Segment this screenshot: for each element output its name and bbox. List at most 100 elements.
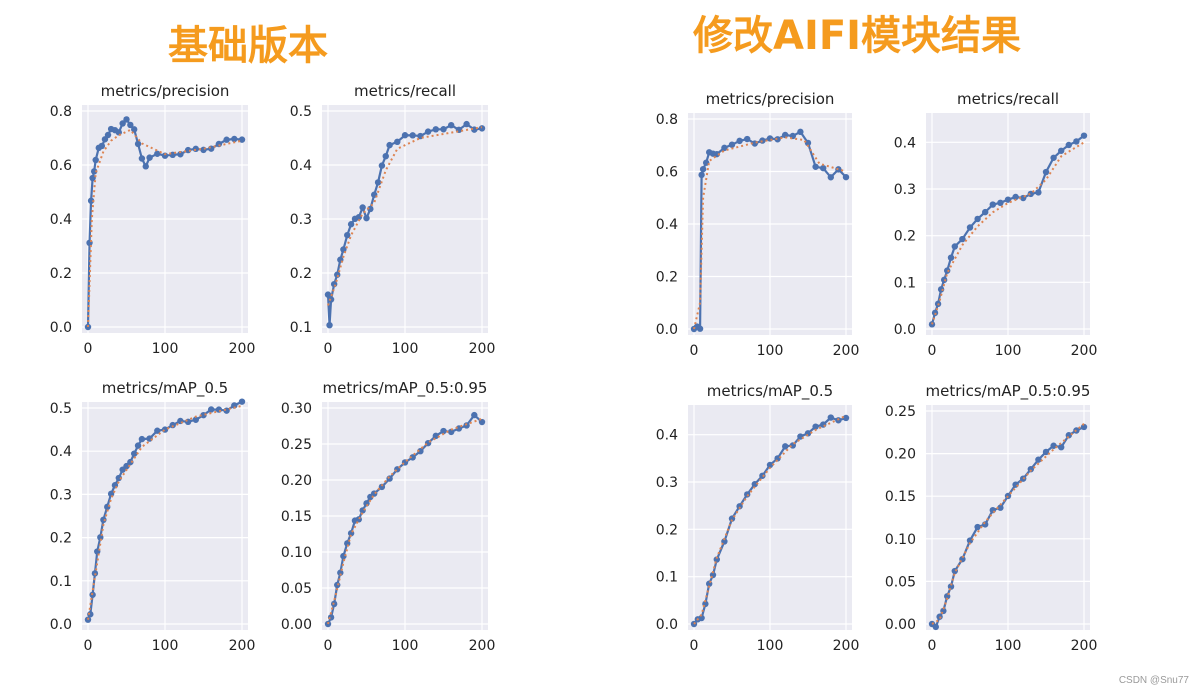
- y-tick-label: 0.0: [50, 617, 72, 633]
- data-point: [835, 166, 842, 173]
- data-point: [1073, 138, 1080, 145]
- data-point: [1042, 448, 1050, 456]
- data-point: [123, 462, 130, 470]
- y-tick-label: 0.15: [885, 489, 916, 505]
- data-point: [997, 199, 1004, 207]
- data-point: [812, 423, 819, 430]
- data-point: [409, 454, 416, 461]
- x-tick-label: 200: [833, 638, 860, 654]
- y-tick-label: 0.30: [281, 401, 312, 417]
- x-tick-label: 0: [928, 343, 937, 359]
- data-point: [728, 141, 736, 148]
- data-point: [478, 125, 486, 132]
- plot-title: metrics/mAP_0.5:0.95: [926, 382, 1091, 401]
- data-point: [1065, 141, 1073, 149]
- data-point: [936, 613, 943, 620]
- y-tick-label: 0.4: [290, 158, 312, 174]
- data-point: [448, 428, 455, 436]
- y-tick-label: 0.1: [656, 570, 678, 586]
- y-tick-label: 0.05: [885, 574, 916, 590]
- data-point: [432, 432, 439, 440]
- y-tick-label: 0.3: [894, 182, 916, 198]
- data-point: [842, 173, 850, 181]
- data-point: [215, 406, 223, 413]
- data-point: [736, 137, 743, 145]
- data-point: [359, 204, 366, 211]
- data-point: [161, 426, 169, 433]
- data-point: [827, 414, 834, 421]
- data-point: [982, 208, 989, 216]
- data-point: [134, 140, 142, 148]
- x-tick-label: 100: [995, 638, 1022, 654]
- data-point: [401, 132, 409, 139]
- plot-title: metrics/recall: [957, 90, 1059, 108]
- data-point: [744, 491, 751, 498]
- data-point: [440, 427, 447, 435]
- data-point: [374, 179, 382, 186]
- data-point: [134, 442, 142, 449]
- data-point: [751, 480, 758, 488]
- data-point: [92, 156, 99, 164]
- data-point: [90, 168, 98, 175]
- data-point: [699, 165, 707, 173]
- data-point: [355, 516, 362, 523]
- data-point: [804, 139, 812, 147]
- data-point: [238, 398, 246, 405]
- data-point: [974, 523, 981, 531]
- x-tick-label: 200: [469, 341, 496, 357]
- data-point: [471, 411, 478, 419]
- data-point: [208, 145, 215, 152]
- data-point: [1080, 132, 1088, 139]
- data-point: [1058, 147, 1065, 154]
- heading-baseline: 基础版本: [168, 23, 328, 69]
- data-point: [131, 450, 138, 457]
- y-tick-label: 0.3: [290, 212, 312, 228]
- x-tick-label: 200: [1071, 638, 1098, 654]
- data-point: [698, 614, 705, 622]
- data-point: [982, 521, 989, 528]
- data-point: [98, 142, 106, 150]
- data-point: [146, 154, 153, 161]
- data-point: [409, 132, 416, 139]
- data-point: [820, 164, 827, 172]
- data-point: [1050, 442, 1057, 449]
- data-point: [698, 171, 705, 179]
- data-point: [334, 271, 341, 278]
- y-tick-label: 0.25: [281, 437, 312, 453]
- plot-title: metrics/recall: [354, 82, 456, 100]
- data-point: [378, 483, 386, 491]
- y-tick-label: 0.00: [885, 617, 916, 633]
- data-point: [774, 455, 781, 462]
- data-point: [944, 267, 951, 274]
- data-point: [386, 141, 393, 149]
- data-point: [131, 126, 138, 133]
- data-point: [142, 163, 149, 170]
- data-point: [223, 136, 230, 143]
- data-point: [432, 126, 439, 133]
- y-tick-label: 0.4: [656, 217, 678, 233]
- data-point: [363, 214, 370, 222]
- y-tick-label: 0.00: [281, 617, 312, 633]
- data-point: [932, 623, 939, 631]
- x-tick-label: 200: [833, 343, 860, 359]
- data-point: [820, 421, 827, 428]
- data-point: [87, 611, 94, 618]
- data-point: [782, 443, 789, 450]
- y-tick-label: 0.6: [656, 165, 678, 181]
- smoothed-line: [931, 141, 1085, 325]
- data-point: [736, 503, 743, 510]
- y-tick-label: 0.2: [656, 522, 678, 538]
- x-tick-label: 200: [229, 341, 256, 357]
- y-tick-label: 0.05: [281, 581, 312, 597]
- data-point: [1050, 154, 1057, 161]
- y-tick-label: 0.5: [50, 401, 72, 417]
- data-point: [417, 447, 424, 455]
- data-point: [378, 162, 386, 169]
- x-tick-label: 0: [928, 638, 937, 654]
- y-tick-label: 0.20: [885, 447, 916, 463]
- x-tick-label: 100: [392, 638, 419, 654]
- data-point: [231, 402, 238, 409]
- data-point: [774, 136, 781, 143]
- data-point: [1004, 196, 1012, 203]
